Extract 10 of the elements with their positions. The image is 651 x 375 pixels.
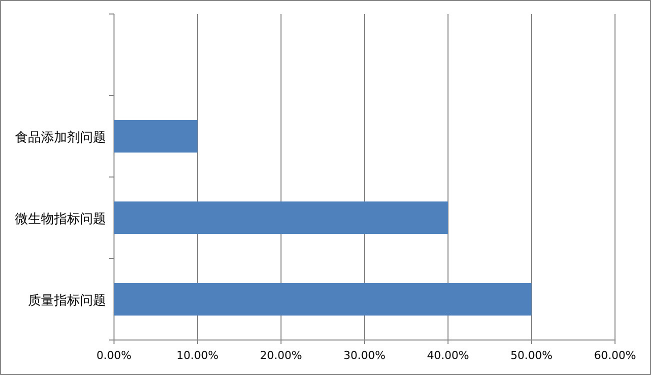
x-tick-label: 40.00% — [427, 349, 469, 362]
x-tick-label: 50.00% — [510, 349, 552, 362]
x-tick-label: 30.00% — [344, 349, 386, 362]
x-tick-label: 10.00% — [176, 349, 218, 362]
x-tick-label: 20.00% — [260, 349, 302, 362]
y-tick-label: 微生物指标问题 — [15, 212, 106, 227]
y-tick-label: 质量指标问题 — [28, 293, 106, 308]
y-tick-label: 食品添加剂问题 — [15, 129, 106, 146]
x-tick-label: 60.00% — [594, 349, 636, 362]
x-tick-label: 0.00% — [96, 349, 132, 362]
